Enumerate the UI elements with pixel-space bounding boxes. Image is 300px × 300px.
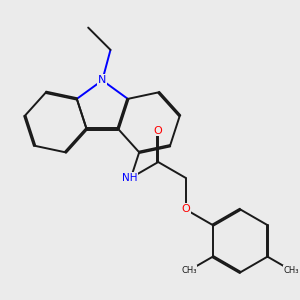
- Text: CH₃: CH₃: [181, 266, 196, 275]
- Text: N: N: [98, 75, 106, 85]
- Text: NH: NH: [122, 173, 137, 183]
- Text: O: O: [181, 204, 190, 214]
- Text: CH₃: CH₃: [284, 266, 299, 275]
- Text: O: O: [154, 125, 163, 136]
